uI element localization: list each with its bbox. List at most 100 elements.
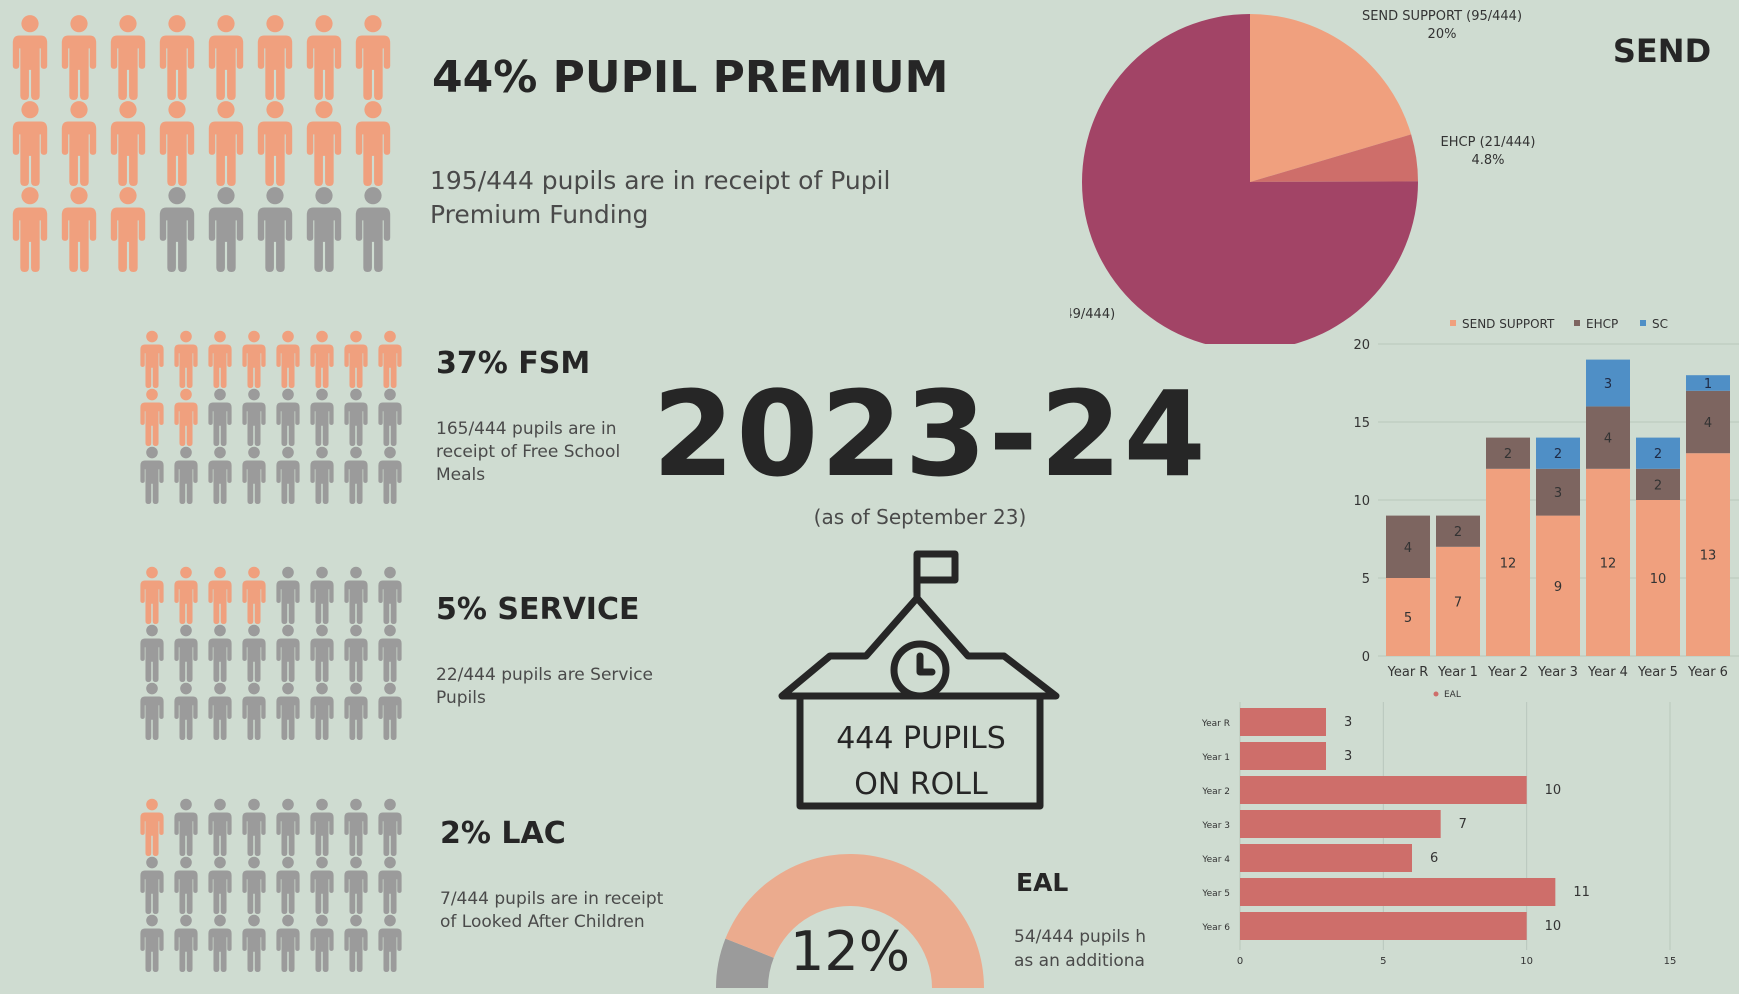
stacked-legend-swatch: [1450, 320, 1456, 326]
person-icon: [174, 330, 198, 388]
person-icon: [208, 798, 232, 856]
person-icon: [174, 388, 198, 446]
fsm-pictogram: [136, 330, 406, 504]
person-icon: [242, 856, 266, 914]
person-icon: [208, 856, 232, 914]
eal-legend-swatch: [1433, 691, 1439, 697]
person-icon: [12, 15, 48, 100]
person-icon: [159, 101, 195, 186]
person-icon: [159, 187, 195, 272]
stacked-x-tick: Year 3: [1537, 665, 1578, 680]
stacked-bar-segment: [1536, 437, 1580, 469]
stacked-y-tick: 5: [1362, 572, 1370, 587]
pie-pct-send-support: 20%: [1428, 27, 1457, 42]
person-icon: [344, 446, 368, 504]
person-icon: [174, 914, 198, 972]
eal-gauge-remainder: [725, 854, 984, 988]
eal-x-tick: 10: [1520, 956, 1533, 964]
eal-description-line2: as an additiona: [1014, 950, 1145, 971]
stacked-bar-segment: [1536, 468, 1580, 516]
person-icon: [310, 388, 334, 446]
stacked-bar-segment: [1686, 453, 1730, 656]
person-icon: [242, 624, 266, 682]
person-icon: [257, 187, 293, 272]
person-icon: [310, 798, 334, 856]
person-icon: [12, 187, 48, 272]
pie-label-ehcp: EHCP (21/444): [1441, 135, 1536, 150]
person-icon: [344, 856, 368, 914]
person-icon: [378, 798, 402, 856]
person-icon: [242, 798, 266, 856]
stacked-bar-segment: [1636, 468, 1680, 500]
stacked-data-label: 1: [1704, 377, 1712, 392]
stacked-bar-segment: [1686, 375, 1730, 391]
stacked-data-label: 13: [1700, 549, 1717, 564]
person-icon: [378, 856, 402, 914]
person-icon: [242, 388, 266, 446]
stacked-bar-segment: [1586, 468, 1630, 656]
eal-x-tick: 0: [1237, 956, 1243, 964]
person-icon: [174, 566, 198, 624]
eal-data-label: 11: [1573, 885, 1590, 900]
person-icon: [276, 624, 300, 682]
stacked-legend-swatch: [1640, 320, 1646, 326]
pupils-on-roll-line1: 444 PUPILS: [836, 721, 1006, 756]
lac-title: 2% LAC: [440, 816, 566, 851]
person-icon: [242, 682, 266, 740]
person-icon: [159, 15, 195, 100]
send-title: SEND: [1613, 32, 1711, 70]
eal-data-label: 6: [1430, 851, 1438, 866]
eal-y-tick: Year 4: [1201, 855, 1230, 865]
person-icon: [355, 101, 391, 186]
person-icon: [276, 856, 300, 914]
stacked-legend-label: SEND SUPPORT: [1462, 317, 1555, 331]
person-icon: [276, 566, 300, 624]
stacked-x-tick: Year 6: [1687, 665, 1728, 680]
service-title: 5% SERVICE: [436, 592, 640, 627]
pupil-premium-description: 195/444 pupils are in receipt of Pupil P…: [430, 166, 891, 229]
stacked-bar-segment: [1636, 437, 1680, 469]
person-icon: [242, 914, 266, 972]
person-icon: [208, 187, 244, 272]
person-icon: [276, 914, 300, 972]
person-icon: [208, 624, 232, 682]
person-icon: [276, 682, 300, 740]
stacked-bar-segment: [1586, 406, 1630, 469]
person-icon: [378, 388, 402, 446]
person-icon: [61, 187, 97, 272]
person-icon: [344, 682, 368, 740]
person-icon: [208, 914, 232, 972]
eal-y-tick: Year 2: [1201, 787, 1230, 797]
person-icon: [378, 566, 402, 624]
eal-data-label: 3: [1344, 749, 1352, 764]
person-icon: [208, 682, 232, 740]
eal-y-tick: Year 3: [1201, 821, 1230, 831]
stacked-bar-segment: [1386, 515, 1430, 578]
eal-by-year-bar-chart: 0 5 10 15 EAL 3 Year R 3 Year 1 10 Year 2 7 Year 3 6 Y…: [1201, 690, 1677, 964]
person-icon: [344, 330, 368, 388]
person-icon: [242, 566, 266, 624]
stacked-bar-segment: [1486, 468, 1530, 656]
pupil-premium-title: 44% PUPIL PREMIUM: [432, 52, 949, 103]
stacked-data-label: 10: [1650, 572, 1667, 587]
person-icon: [208, 330, 232, 388]
stacked-data-label: 12: [1600, 556, 1617, 571]
person-icon: [140, 914, 164, 972]
pie-slice-non-send: [1082, 14, 1418, 344]
stacked-data-label: 2: [1504, 447, 1512, 462]
stacked-y-tick: 15: [1353, 416, 1370, 431]
person-icon: [208, 566, 232, 624]
eal-y-tick: Year 6: [1201, 923, 1230, 933]
person-icon: [257, 101, 293, 186]
person-icon: [110, 101, 146, 186]
stacked-y-tick: 20: [1353, 338, 1370, 353]
eal-x-tick: 15: [1664, 956, 1677, 964]
eal-description: 54/444 pupils h as an additiona: [1014, 926, 1146, 974]
person-icon: [344, 388, 368, 446]
person-icon: [355, 15, 391, 100]
person-icon: [140, 682, 164, 740]
person-icon: [12, 101, 48, 186]
pie-slice-ehcp: [1250, 134, 1418, 182]
eal-bar: [1240, 776, 1527, 804]
